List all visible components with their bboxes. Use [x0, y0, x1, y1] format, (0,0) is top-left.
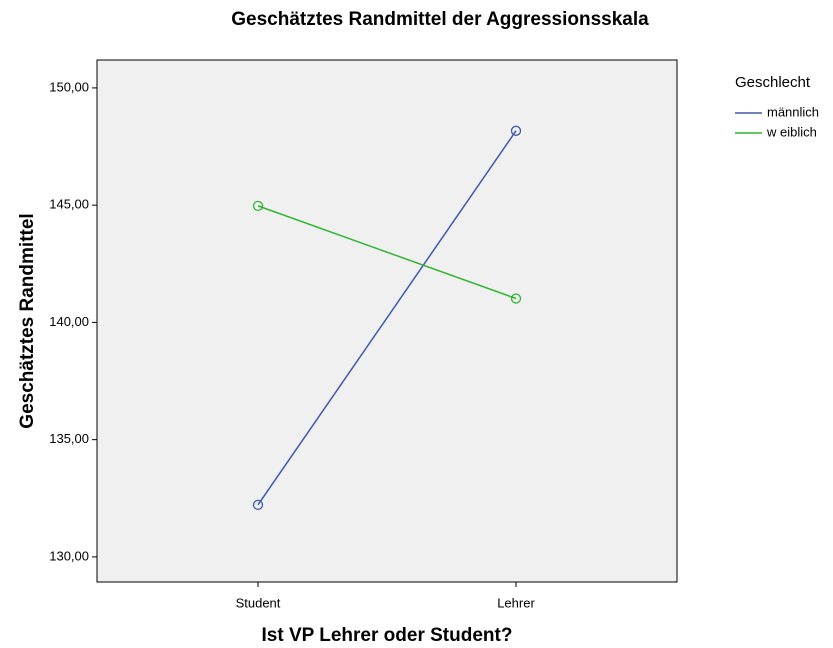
- y-tick-label: 150,00: [49, 79, 89, 94]
- series-line: [257, 205, 517, 300]
- y-tick-label: 130,00: [49, 548, 89, 563]
- data-point: [252, 499, 264, 510]
- y-tick-label: 145,00: [49, 197, 89, 212]
- y-tick-label: 135,00: [49, 431, 89, 446]
- legend-title: Geschlecht: [735, 74, 811, 91]
- data-point: [510, 293, 522, 304]
- data-point: [510, 125, 522, 136]
- plot-area: [96, 59, 678, 583]
- series-line: [257, 130, 517, 506]
- x-tick-label: Lehrer: [497, 595, 535, 610]
- x-tick-label: Student: [236, 595, 281, 610]
- y-tick-label: 140,00: [49, 314, 89, 329]
- x-axis-label: Ist VP Lehrer oder Student?: [262, 625, 513, 646]
- legend-label: männlich: [767, 104, 819, 119]
- chart-title: Geschätztes Randmittel der Aggressionssk…: [231, 9, 649, 30]
- legend-label: w eiblich: [766, 124, 817, 139]
- data-point: [252, 200, 264, 212]
- y-axis-label: Geschätztes Randmittel: [17, 213, 38, 428]
